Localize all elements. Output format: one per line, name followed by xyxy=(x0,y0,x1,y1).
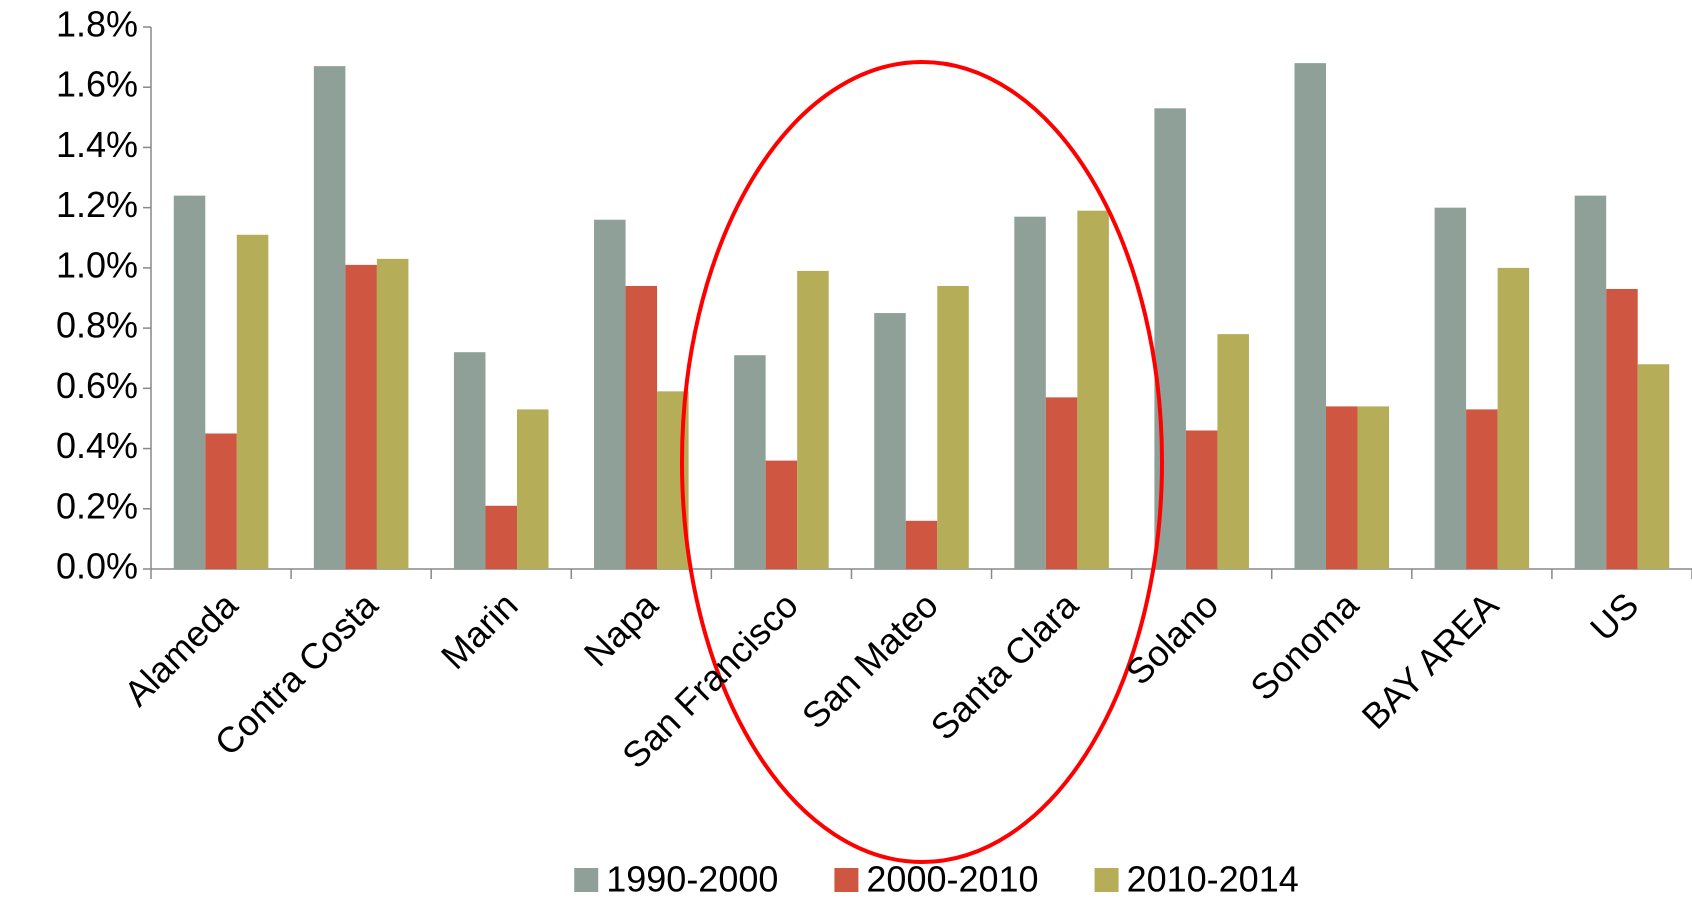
x-tick-label: Sonoma xyxy=(1242,584,1366,708)
y-tick-label: 1.6% xyxy=(56,64,138,105)
y-tick-label: 1.4% xyxy=(56,124,138,165)
y-tick-label: 1.0% xyxy=(56,244,138,285)
y-tick-label: 0.2% xyxy=(56,485,138,526)
bar xyxy=(313,66,346,570)
bar xyxy=(516,409,549,569)
legend-label: 1990-2000 xyxy=(606,859,778,900)
bar xyxy=(1497,267,1530,569)
legend-swatch xyxy=(834,868,859,892)
legend-label: 2010-2014 xyxy=(1127,859,1299,900)
bar xyxy=(1014,216,1046,569)
y-tick-label: 0.4% xyxy=(56,425,138,466)
bar xyxy=(1045,397,1078,569)
x-tick-label: US xyxy=(1582,584,1646,648)
bar xyxy=(1294,63,1327,570)
bar xyxy=(1574,195,1607,569)
bar xyxy=(1326,406,1358,569)
bar xyxy=(236,234,269,569)
bar xyxy=(1077,210,1109,569)
x-tick-label: Alameda xyxy=(116,584,246,714)
bar xyxy=(1434,207,1467,569)
highlight-ellipse xyxy=(680,60,1164,864)
bar xyxy=(734,355,766,569)
bar xyxy=(205,433,237,569)
bar xyxy=(453,352,486,569)
y-tick-label: 1.8% xyxy=(56,4,138,45)
bar xyxy=(765,460,798,569)
x-tick-label: Marin xyxy=(433,584,526,677)
x-tick-label: BAY AREA xyxy=(1354,584,1507,737)
y-tick-label: 1.2% xyxy=(56,184,138,225)
bar xyxy=(1466,409,1498,569)
bar xyxy=(485,505,517,569)
x-tick-label: Solano xyxy=(1118,584,1226,692)
legend-swatch xyxy=(1094,868,1119,892)
bar xyxy=(625,285,658,569)
bar xyxy=(797,270,829,569)
bar xyxy=(1606,288,1638,569)
bar xyxy=(874,313,906,569)
bar xyxy=(1357,406,1390,569)
y-tick-label: 0.0% xyxy=(56,546,138,587)
bar xyxy=(376,258,409,569)
legend-label: 2000-2010 xyxy=(866,859,1038,900)
y-tick-label: 0.8% xyxy=(56,305,138,346)
bar xyxy=(905,520,938,569)
x-tick-label: Napa xyxy=(576,584,667,675)
bar xyxy=(173,195,206,569)
bar xyxy=(594,219,626,569)
y-tick-label: 0.6% xyxy=(56,365,138,406)
bar xyxy=(1185,430,1218,569)
bar xyxy=(1637,364,1670,569)
x-tick-label: San Mateo xyxy=(794,584,946,736)
bar xyxy=(345,264,377,569)
bar xyxy=(1217,334,1249,569)
x-tick-label: Santa Clara xyxy=(923,584,1087,748)
bar xyxy=(937,285,969,569)
legend-swatch xyxy=(574,868,599,892)
